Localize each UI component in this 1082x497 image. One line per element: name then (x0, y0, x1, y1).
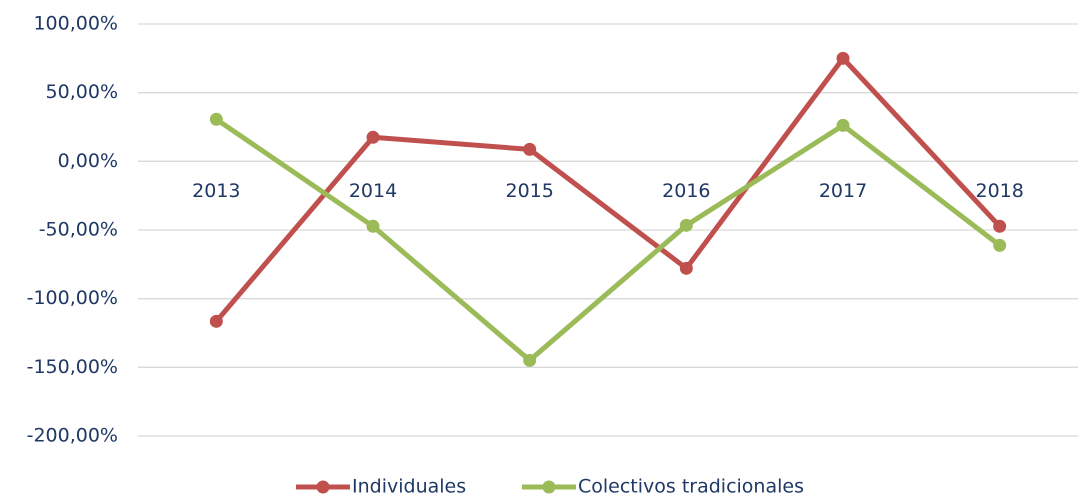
x-tick-label: 2013 (192, 180, 240, 202)
x-tick-label: 2016 (662, 180, 710, 202)
y-tick-label: 100,00% (33, 13, 118, 35)
data-point (836, 51, 850, 65)
data-point (366, 130, 380, 144)
data-point (209, 112, 223, 126)
data-point (366, 219, 380, 233)
data-point (209, 314, 223, 328)
x-tick-label: 2014 (349, 180, 397, 202)
y-tick-label: -100,00% (27, 287, 118, 309)
data-point (993, 238, 1007, 252)
series-line (214, 55, 1002, 323)
series-line (214, 117, 1002, 363)
data-point (679, 218, 693, 232)
x-tick-label: 2017 (819, 180, 867, 202)
data-point (523, 142, 537, 156)
legend-label: Colectivos tradicionales (578, 476, 804, 497)
legend-label: Individuales (352, 476, 466, 497)
y-tick-label: -50,00% (39, 219, 118, 241)
data-point (836, 118, 850, 132)
y-tick-label: -200,00% (27, 425, 118, 447)
y-tick-label: 50,00% (46, 81, 118, 103)
legend-marker (542, 480, 556, 494)
data-point (679, 261, 693, 275)
data-point (993, 219, 1007, 233)
x-tick-label: 2018 (975, 180, 1023, 202)
y-tick-label: 0,00% (58, 150, 118, 172)
y-tick-label: -150,00% (27, 356, 118, 378)
legend-marker (316, 480, 330, 494)
data-point (523, 353, 537, 367)
x-tick-label: 2015 (505, 180, 553, 202)
